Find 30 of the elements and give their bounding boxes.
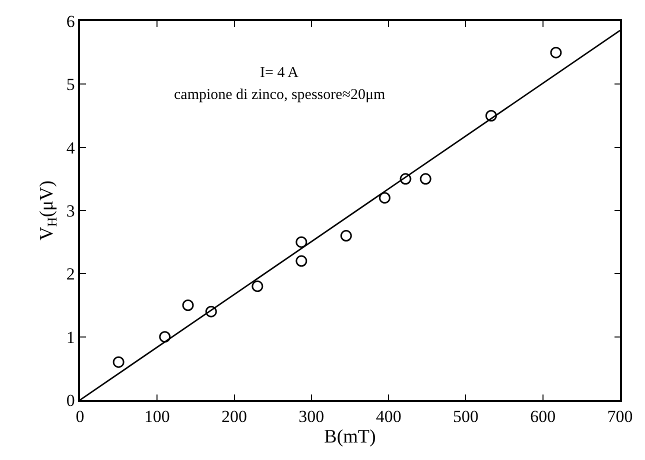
point (400, 173, 412, 185)
x-axis-title: B(mT) (324, 426, 376, 448)
x-tick-label: 500 (452, 407, 478, 426)
x-tick-label: 700 (607, 407, 633, 426)
point (485, 110, 497, 122)
point (182, 300, 194, 311)
x-tick-label: 400 (376, 407, 402, 426)
y-tick-label: 0 (66, 390, 75, 410)
annotation: campione di zinco, spessore≈20μm (174, 87, 386, 103)
y-tick-label: 3 (66, 201, 75, 220)
point (296, 255, 308, 267)
point (205, 306, 217, 318)
point (252, 280, 264, 292)
y-tick-label: 4 (66, 138, 76, 158)
annotation: I= 4 A (260, 65, 299, 81)
point (159, 331, 171, 343)
x-tick-label: 300 (298, 407, 324, 426)
y-tick-label: 1 (66, 328, 75, 347)
point (420, 173, 432, 185)
y-tick-label: 6 (66, 12, 75, 31)
x-tick-label: 100 (144, 407, 170, 426)
point (112, 356, 124, 368)
point (296, 236, 308, 248)
point (378, 192, 390, 204)
point (340, 230, 352, 242)
y-tick-label: 5 (66, 75, 75, 94)
x-tick-label: 600 (530, 407, 556, 426)
x-tick-label: 200 (222, 407, 248, 426)
point (550, 46, 562, 58)
y-tick-label: 2 (66, 264, 75, 284)
